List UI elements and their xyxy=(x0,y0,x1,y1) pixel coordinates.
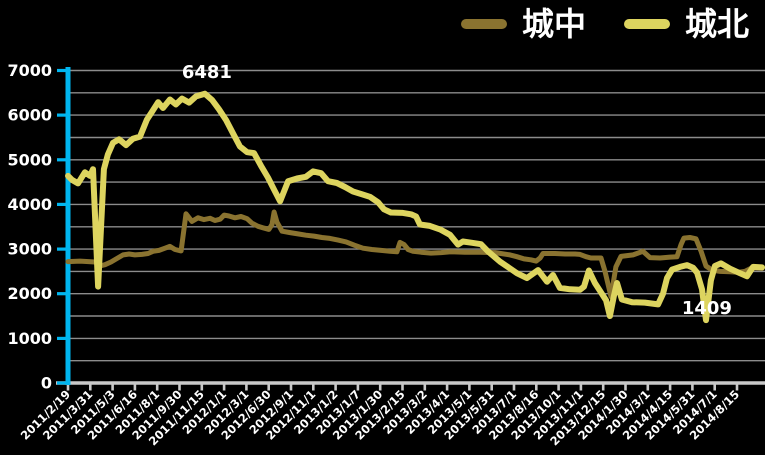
y-axis: 0 1000 2000 3000 4000 5000 6000 7000 xyxy=(7,61,71,393)
legend-item-chengbei[interactable]: 城北 xyxy=(623,5,749,43)
legend-item-chengzhong[interactable]: 城中 xyxy=(460,5,586,43)
y-tick-label: 2000 xyxy=(7,284,52,303)
y-tick-label: 5000 xyxy=(7,150,52,169)
data-label: 1409 xyxy=(682,298,732,319)
data-label: 6481 xyxy=(182,62,232,83)
y-tick-label: 4000 xyxy=(7,195,52,214)
x-axis: 2011/2/192011/3/312011/5/32011/6/162011/… xyxy=(18,381,765,448)
y-tick-label: 7000 xyxy=(7,61,52,80)
y-tick-label: 6000 xyxy=(7,106,52,125)
gridlines xyxy=(68,69,765,362)
y-tick-label: 1000 xyxy=(7,329,52,348)
series-line-chengzhong xyxy=(65,209,765,300)
legend-label-chengzhong: 城中 xyxy=(521,5,586,43)
series-line-chengbei xyxy=(65,90,765,324)
series-swatch-chengbei xyxy=(623,19,670,29)
legend-label-chengbei: 城北 xyxy=(684,5,749,43)
y-tick-label: 3000 xyxy=(7,240,52,259)
chart-legend: 城中 城北 xyxy=(460,5,749,43)
series-swatch-chengzhong xyxy=(460,19,507,29)
y-tick-label: 0 xyxy=(41,374,52,393)
